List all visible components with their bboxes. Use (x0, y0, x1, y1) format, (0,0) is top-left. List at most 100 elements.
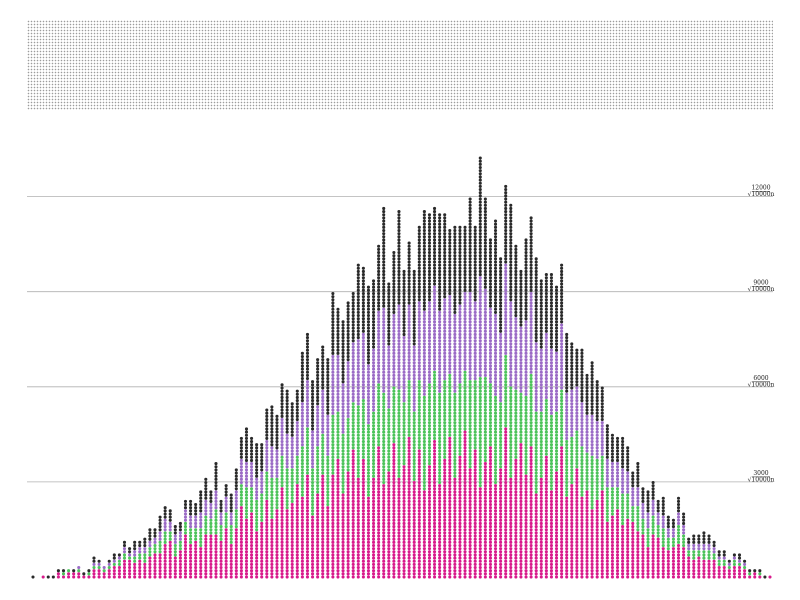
dot (351, 503, 355, 507)
dot (305, 462, 310, 466)
dot (438, 417, 442, 422)
dot (153, 569, 157, 573)
dot (463, 348, 467, 352)
dot (331, 493, 335, 497)
dot (265, 468, 269, 472)
dot (311, 465, 315, 469)
dot (402, 307, 406, 311)
dot-column-43 (250, 436, 254, 579)
dot (300, 503, 304, 507)
dot (209, 525, 213, 529)
dot (478, 307, 482, 311)
dotted-header-band (27, 20, 773, 110)
dot (341, 427, 345, 431)
dot (448, 572, 452, 576)
dot (448, 468, 452, 472)
dot (432, 222, 437, 226)
dot (412, 569, 416, 573)
dot (158, 553, 162, 557)
dot (407, 301, 411, 305)
dot (483, 389, 487, 393)
dot (458, 402, 462, 406)
dot (366, 499, 371, 503)
dot (311, 547, 315, 551)
dot (417, 430, 421, 434)
dot (321, 367, 325, 371)
dot (194, 534, 198, 538)
dot (453, 266, 457, 270)
dot (407, 562, 411, 566)
dot (356, 547, 360, 551)
dot (422, 443, 426, 447)
dot (422, 380, 426, 384)
dot (377, 458, 381, 463)
dot (295, 477, 299, 481)
dot (382, 490, 386, 494)
dot (285, 440, 289, 444)
dot (397, 512, 401, 516)
dot (387, 534, 391, 538)
dot (448, 424, 452, 428)
dot (351, 377, 355, 381)
dot (422, 569, 426, 573)
dot (204, 537, 208, 541)
dot (407, 474, 411, 478)
dot (382, 518, 386, 522)
dot (392, 443, 396, 447)
dot (331, 370, 335, 374)
dot (463, 282, 467, 286)
dot (397, 269, 401, 274)
dot (473, 232, 477, 236)
dot (275, 421, 279, 425)
dot (255, 465, 259, 469)
dot (361, 521, 365, 525)
dot (382, 424, 386, 428)
dot (61, 569, 66, 573)
dot (250, 566, 254, 570)
dot (407, 455, 411, 459)
dot (387, 317, 391, 321)
dot (478, 556, 482, 560)
dot (300, 540, 304, 544)
dot (280, 458, 284, 463)
dot (387, 307, 391, 311)
dot (483, 317, 487, 321)
dot (239, 468, 243, 472)
dot (443, 490, 447, 494)
dot (153, 537, 157, 541)
dot (432, 260, 437, 264)
dot (275, 572, 279, 576)
dot (275, 468, 279, 472)
dot (422, 414, 426, 418)
dot (382, 269, 386, 274)
dot (412, 304, 416, 308)
dot (356, 373, 360, 377)
dot (432, 436, 437, 440)
dot (366, 339, 371, 343)
dot (300, 377, 304, 381)
dot (432, 493, 437, 497)
dot (361, 405, 365, 409)
dot (478, 241, 482, 245)
dot (92, 566, 96, 570)
dot (366, 291, 371, 296)
dot (458, 471, 462, 475)
dot (478, 512, 482, 516)
dot (168, 572, 172, 576)
dot (402, 433, 406, 437)
dot (361, 373, 365, 377)
dot (473, 534, 477, 538)
dot (427, 279, 432, 283)
dot (473, 405, 477, 409)
dot (427, 380, 432, 384)
dot (387, 521, 391, 525)
dot (270, 421, 274, 425)
dot (377, 503, 381, 507)
dot (473, 417, 477, 422)
dot (194, 525, 198, 529)
dot (438, 518, 442, 522)
dot (382, 417, 386, 422)
dot (290, 446, 294, 450)
dot (377, 310, 381, 314)
dot (412, 301, 416, 305)
